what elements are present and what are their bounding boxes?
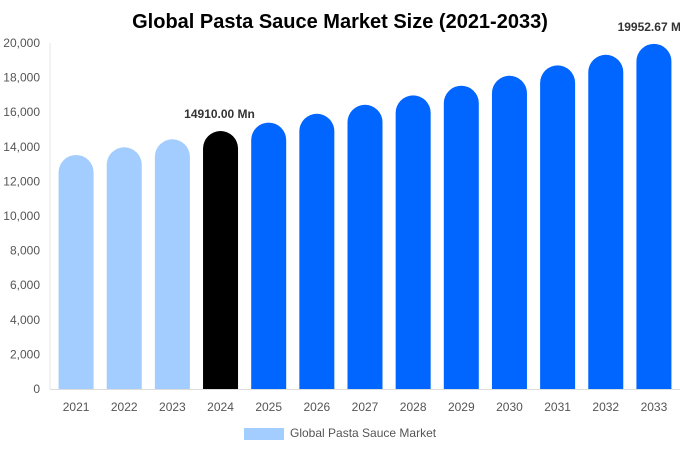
- legend-label: Global Pasta Sauce Market: [290, 426, 437, 440]
- y-axis: 0 2,000 4,000 6,000 8,000 10,000 12,000 14,000 1…: [3, 36, 51, 396]
- data-label-2024: 14910.00 Mn: [184, 107, 255, 121]
- x-tick-label: 2032: [592, 400, 619, 414]
- y-tick-label: 6,000: [10, 278, 40, 292]
- x-tick-label: 2030: [496, 400, 523, 414]
- y-tick-label: 16,000: [3, 105, 40, 119]
- x-tick-label: 2021: [63, 400, 90, 414]
- y-tick-label: 8,000: [10, 244, 40, 258]
- x-tick-label: 2025: [255, 400, 282, 414]
- y-tick-label: 14,000: [3, 140, 40, 154]
- y-tick-label: 0: [33, 382, 40, 396]
- y-tick-label: 4,000: [10, 313, 40, 327]
- bar-2030[interactable]: [491, 75, 527, 389]
- bars: [58, 43, 672, 390]
- data-labels: 14910.00 Mn 19952.67 Mn: [184, 20, 680, 121]
- y-tick-label: 12,000: [3, 174, 40, 188]
- chart-title: Global Pasta Sauce Market Size (2021-203…: [132, 11, 548, 33]
- bar-2025[interactable]: [251, 122, 287, 390]
- x-tick-label: 2026: [303, 400, 330, 414]
- y-tick-label: 18,000: [3, 71, 40, 85]
- y-tick-label: 2,000: [10, 347, 40, 361]
- bar-2026[interactable]: [299, 113, 335, 389]
- x-tick-label: 2022: [111, 400, 138, 414]
- bar-2033[interactable]: [636, 43, 672, 389]
- bar-2023[interactable]: [154, 139, 190, 389]
- x-tick-label: 2027: [352, 400, 379, 414]
- bar-2032[interactable]: [588, 54, 624, 389]
- y-tick-label: 20,000: [3, 36, 40, 50]
- data-label-2033: 19952.67 Mn: [618, 20, 680, 34]
- x-tick-label: 2031: [544, 400, 571, 414]
- bar-2024[interactable]: [203, 131, 239, 389]
- bar-2029[interactable]: [443, 85, 479, 390]
- bar-2021[interactable]: [58, 154, 94, 389]
- bar-2028[interactable]: [395, 95, 431, 389]
- bar-2027[interactable]: [347, 104, 383, 389]
- x-axis: 2021 2022 2023 2024 2025 2026 2027 2028 2029 2030…: [50, 389, 680, 414]
- x-tick-label: 2024: [207, 400, 234, 414]
- y-tick-label: 10,000: [3, 209, 40, 223]
- bar-2022[interactable]: [106, 147, 142, 389]
- x-tick-label: 2033: [641, 400, 668, 414]
- x-tick-label: 2023: [159, 400, 186, 414]
- bar-2031[interactable]: [540, 65, 576, 390]
- legend-swatch: [244, 428, 284, 440]
- legend[interactable]: Global Pasta Sauce Market: [244, 426, 437, 440]
- x-tick-label: 2029: [448, 400, 475, 414]
- x-tick-label: 2028: [400, 400, 427, 414]
